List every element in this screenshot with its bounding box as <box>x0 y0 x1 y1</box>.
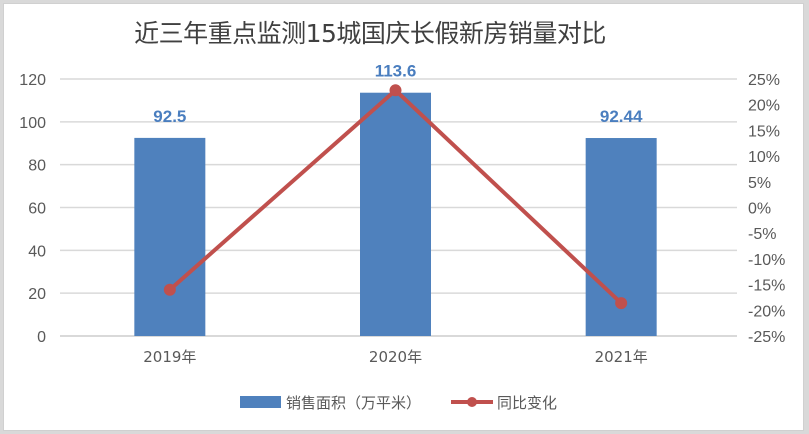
line-marker <box>389 84 402 97</box>
legend-bar-swatch <box>240 396 281 408</box>
left-axis-tick: 100 <box>19 115 46 132</box>
legend-bar-label: 销售面积（万平米） <box>286 394 421 412</box>
right-axis-tick: -25% <box>748 329 785 346</box>
bar-data-labels: 92.5 113.6 92.44 <box>153 62 643 126</box>
bar-data-label: 92.44 <box>600 107 643 126</box>
line-series <box>163 84 628 310</box>
left-axis-ticks: 120 100 80 60 40 20 0 <box>19 72 46 346</box>
legend: 销售面积（万平米） 同比变化 <box>240 394 557 412</box>
category-label: 2020年 <box>369 348 422 366</box>
right-axis-tick: -15% <box>748 278 785 295</box>
category-axis-labels: 2019年 2020年 2021年 <box>143 348 648 366</box>
right-axis-ticks: 25% 20% 15% 10% 5% 0% -5% -10% -15% -20% -25% <box>748 72 785 346</box>
chart-title: 近三年重点监测15城国庆长假新房销量对比 <box>134 19 606 48</box>
line-marker <box>615 297 628 310</box>
right-axis-tick: 5% <box>748 175 771 192</box>
legend-line-label: 同比变化 <box>497 394 557 412</box>
left-axis-tick: 120 <box>19 72 46 89</box>
line-marker <box>163 283 176 296</box>
right-axis-tick: 20% <box>748 98 780 115</box>
category-label: 2021年 <box>595 348 648 366</box>
left-axis-tick: 40 <box>28 243 46 260</box>
right-axis-tick: -5% <box>748 226 776 243</box>
bar <box>360 92 431 336</box>
bar-data-label: 113.6 <box>375 62 417 81</box>
right-axis-tick: 0% <box>748 201 771 218</box>
right-axis-tick: 10% <box>748 149 780 166</box>
right-axis-tick: -20% <box>748 303 785 320</box>
bar <box>134 137 206 336</box>
left-axis-tick: 80 <box>28 158 46 175</box>
right-axis-tick: 15% <box>748 123 780 140</box>
right-axis-tick: -10% <box>748 252 785 269</box>
legend-line-marker <box>467 397 477 407</box>
left-axis-tick: 20 <box>28 286 46 303</box>
right-axis-tick: 25% <box>748 72 780 89</box>
bar-series <box>134 92 657 336</box>
category-label: 2019年 <box>143 348 196 366</box>
left-axis-tick: 60 <box>28 201 46 218</box>
bar-data-label: 92.5 <box>153 107 186 126</box>
left-axis-tick: 0 <box>37 329 46 346</box>
